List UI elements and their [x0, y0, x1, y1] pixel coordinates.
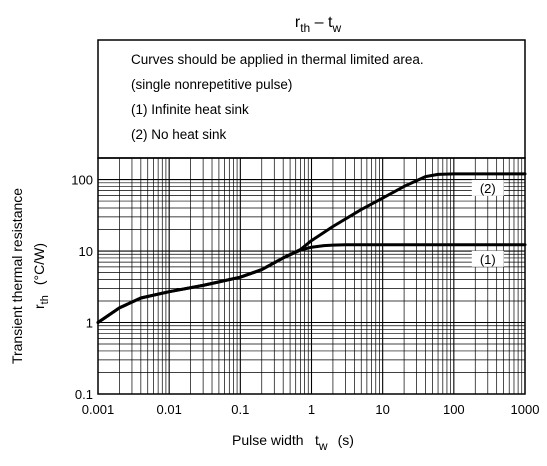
x-tick-label: 1000	[511, 402, 540, 417]
curves	[96, 172, 527, 324]
y-axis-symbol-sub: th	[39, 295, 51, 304]
title-main: r	[295, 14, 301, 31]
note-line-2: (single nonrepetitive pulse)	[131, 77, 292, 92]
series-label-bg	[471, 250, 504, 267]
x-tick-label: 0.01	[157, 402, 182, 417]
y-tick-label: 100	[71, 173, 93, 188]
title-var-sub: w	[331, 21, 341, 35]
x-tick-label: 1	[308, 402, 315, 417]
chart-title: rth – tw	[295, 14, 342, 35]
note-line-1: Curves should be applied in thermal limi…	[131, 52, 424, 67]
plot-frame	[97, 157, 526, 395]
series-line-2	[96, 172, 527, 324]
title-dash: –	[310, 14, 328, 31]
y-tick-labels: 0.1 1 10 100	[71, 173, 93, 402]
title-main-sub: th	[300, 21, 310, 35]
series-label-1: (1)	[480, 252, 496, 267]
y-tick-label: 1	[86, 316, 93, 331]
x-tick-label: 0.001	[82, 402, 115, 417]
x-tick-labels: 0.001 0.01 0.1 1 10 100 1000	[82, 402, 540, 417]
x-tick-label: 10	[375, 402, 389, 417]
y-axis-symbol: rth (°C/W)	[31, 243, 51, 309]
curve-labels: (1) (2)	[471, 179, 504, 267]
note-line-3: (1) Infinite heat sink	[131, 102, 249, 117]
series-label-bg	[471, 179, 504, 196]
y-axis-symbol-main: r	[31, 304, 47, 309]
note-line-4: (2) No heat sink	[131, 127, 227, 142]
y-tick-label: 10	[79, 244, 93, 259]
x-tick-label: 100	[443, 402, 465, 417]
grid-lines	[98, 158, 525, 394]
y-axis-unit: (°C/W)	[31, 243, 47, 285]
series-label-2: (2)	[480, 181, 496, 196]
note-box	[97, 39, 526, 159]
y-tick-label: 0.1	[75, 387, 93, 402]
x-axis-symbol-sub: w	[318, 439, 328, 453]
x-axis-symbol-main: t	[315, 432, 319, 448]
x-tick-label: 0.1	[231, 402, 249, 417]
x-axis-symbol: tw (s)	[315, 432, 354, 453]
x-axis-unit: (s)	[338, 432, 354, 448]
x-axis-label: Pulse width	[232, 432, 304, 448]
y-axis-label: Transient thermal resistance	[9, 188, 25, 364]
title-var: t	[328, 14, 333, 31]
